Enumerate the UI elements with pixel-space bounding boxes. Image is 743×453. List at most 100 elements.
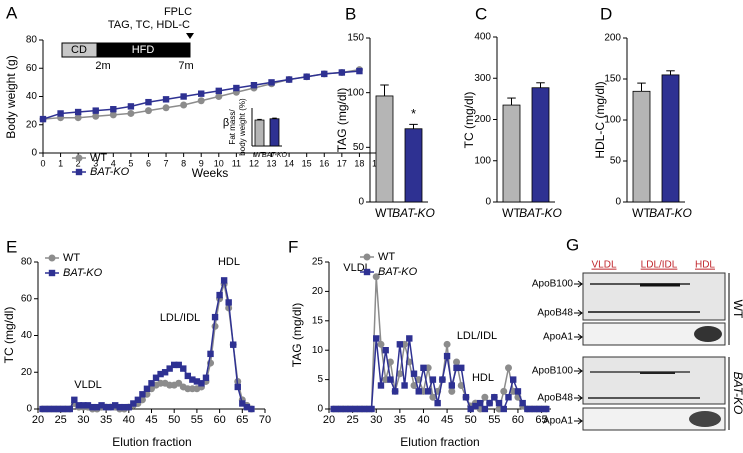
data-point [92, 107, 99, 114]
panel-label: E [6, 237, 17, 256]
x-tick-label: 9 [199, 158, 204, 168]
annotation: β [223, 117, 229, 129]
fraction-label: VLDL [591, 260, 616, 271]
data-point [127, 103, 135, 110]
x-tick-label: 55 [488, 414, 500, 426]
fraction-label: LDL/IDL [641, 260, 678, 271]
x-tick-label: 65 [535, 414, 547, 426]
x-axis-label: Elution fraction [400, 435, 479, 449]
legend-label: WT [63, 252, 80, 264]
x-tick-label: 35 [394, 414, 406, 426]
data-point [335, 405, 342, 413]
bar [661, 74, 680, 203]
band-label: ApoB48 [537, 308, 573, 319]
data-point [415, 388, 422, 395]
bar [531, 87, 550, 203]
data-point [391, 388, 399, 395]
data-point [358, 405, 366, 413]
data-point [410, 370, 418, 377]
band-label: ApoB48 [537, 393, 573, 404]
fraction-label: HDL [695, 260, 715, 271]
y-tick-label: 50 [353, 142, 365, 153]
data-point [543, 405, 550, 413]
data-point [519, 399, 526, 407]
y-tick-label: 150 [604, 74, 621, 85]
y-tick-label: 15 [312, 315, 324, 326]
legend-marker [75, 168, 83, 176]
data-point [406, 335, 413, 342]
x-tick-label: 45 [441, 414, 453, 426]
x-tick-label: 15 [302, 158, 312, 168]
legend-label: WT [90, 152, 107, 164]
x-tick-label: 20 [323, 414, 335, 426]
data-point [145, 98, 152, 106]
data-point [62, 405, 69, 413]
y-tick-label: 40 [26, 91, 38, 102]
y-tick-label: 80 [26, 35, 38, 46]
y-tick-label: 0 [317, 404, 323, 415]
y-tick-label: 20 [21, 367, 33, 378]
data-point [533, 405, 541, 413]
data-point [524, 405, 531, 413]
data-point [215, 87, 222, 95]
group-label: BAT-KO [731, 372, 743, 415]
x-tick-label: 18 [354, 158, 364, 168]
y-tick-label: 20 [26, 119, 38, 130]
data-point [476, 399, 484, 407]
data-point [66, 405, 73, 413]
data-point [448, 387, 456, 395]
data-point [386, 358, 394, 366]
y-tick-label: 100 [474, 155, 491, 166]
data-point [211, 313, 219, 321]
x-tick-label: 10 [214, 158, 224, 168]
x-tick-label: 4 [111, 158, 116, 168]
data-point [538, 405, 545, 413]
data-point [243, 403, 251, 411]
y-tick-label: 400 [474, 32, 491, 43]
data-point [109, 111, 117, 119]
data-point [285, 76, 293, 83]
data-point [467, 405, 474, 413]
legend-marker [75, 154, 83, 162]
data-point [514, 388, 522, 395]
band-label: ApoA1 [543, 416, 573, 427]
y-tick-label: 200 [604, 33, 621, 44]
y-tick-label: 0 [485, 197, 491, 208]
x-tick-label: 0 [40, 158, 45, 168]
legend-label: BAT-KO [378, 266, 418, 278]
legend-label: WT [378, 251, 395, 263]
data-point [175, 361, 182, 369]
blot-image [582, 356, 726, 405]
data-point [268, 79, 275, 86]
data-point [193, 378, 201, 385]
blot-band [689, 411, 721, 427]
y-axis-label: Fat mass/ [228, 109, 237, 145]
band-label: ApoB100 [532, 366, 574, 377]
data-point [303, 73, 310, 80]
x-tick-label: 8 [181, 158, 186, 168]
x-tick-label: 65 [236, 414, 248, 426]
data-point [39, 115, 47, 123]
x-tick-label: 13 [267, 158, 277, 168]
data-point [57, 110, 64, 117]
x-tick-label: WT [502, 206, 521, 220]
data-point [321, 70, 328, 78]
x-tick-label: WT [375, 206, 394, 220]
annotation: * [411, 106, 416, 121]
data-point [197, 97, 205, 105]
data-point [368, 405, 375, 413]
data-point [495, 399, 503, 407]
data-point [382, 347, 389, 354]
data-point [110, 106, 117, 113]
data-point [250, 82, 258, 89]
band-label: ApoB100 [532, 279, 574, 290]
data-point [148, 380, 155, 387]
x-tick-label: 1 [58, 158, 63, 168]
data-point [233, 84, 240, 92]
data-point [152, 374, 160, 381]
panel-label: A [6, 3, 18, 22]
bar [254, 119, 265, 147]
data-point [401, 382, 408, 389]
legend-marker [363, 253, 371, 261]
